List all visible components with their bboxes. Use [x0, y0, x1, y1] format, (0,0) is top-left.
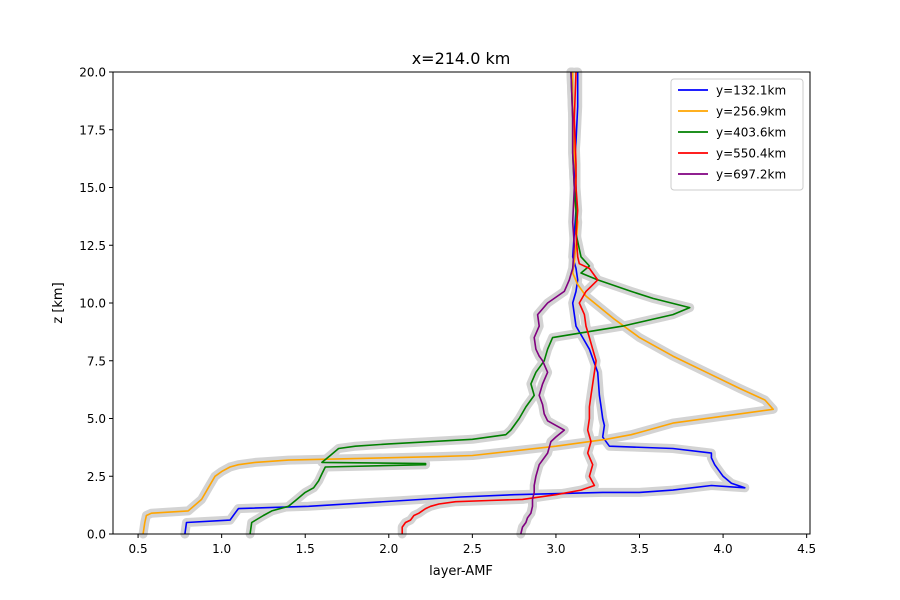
y-tick-label: 15.0: [79, 181, 106, 195]
x-tick-label: 1.5: [296, 542, 315, 556]
y-tick-label: 5.0: [87, 412, 106, 426]
legend: y=132.1km y=256.9km y=403.6km y=550.4km y=69…: [670, 78, 804, 191]
y-tick-label: 0.0: [87, 528, 106, 542]
series-line-4: [401, 71, 599, 534]
x-axis: 0.5 1.0 1.5 2.0 2.5 3.0 3.5 4.0 4.5: [129, 534, 816, 556]
legend-label: y=697.2km: [716, 168, 786, 182]
x-axis-label: layer-AMF: [429, 564, 493, 579]
y-tick-label: 2.5: [87, 470, 106, 484]
series-line-5: [520, 71, 576, 535]
x-tick-label: 4.0: [714, 542, 733, 556]
x-tick-label: 3.5: [630, 542, 649, 556]
y-axis: 0.0 2.5 5.0 7.5 10.0 12.5 15.0 17.5 20.0: [79, 66, 113, 542]
y-tick-label: 20.0: [79, 66, 106, 80]
x-tick-label: 2.0: [379, 542, 398, 556]
y-tick-label: 7.5: [87, 354, 106, 368]
series-line-1: [184, 72, 746, 535]
legend-label: y=256.9km: [716, 105, 786, 119]
legend-label: y=403.6km: [716, 126, 786, 140]
legend-label: y=132.1km: [716, 84, 786, 98]
legend-box: [670, 78, 804, 191]
y-axis-label: z [km]: [51, 282, 66, 323]
y-tick-label: 12.5: [79, 239, 106, 253]
x-tick-label: 4.5: [797, 542, 816, 556]
x-tick-label: 1.0: [212, 542, 231, 556]
x-tick-label: 0.5: [129, 542, 148, 556]
series-lines: [142, 71, 775, 535]
series-line-2: [142, 72, 775, 535]
y-tick-label: 17.5: [79, 123, 106, 137]
y-tick-label: 10.0: [79, 297, 106, 311]
x-tick-label: 3.0: [546, 542, 565, 556]
x-tick-label: 2.5: [463, 542, 482, 556]
chart-title: x=214.0 km: [412, 49, 511, 68]
legend-label: y=550.4km: [716, 147, 786, 161]
